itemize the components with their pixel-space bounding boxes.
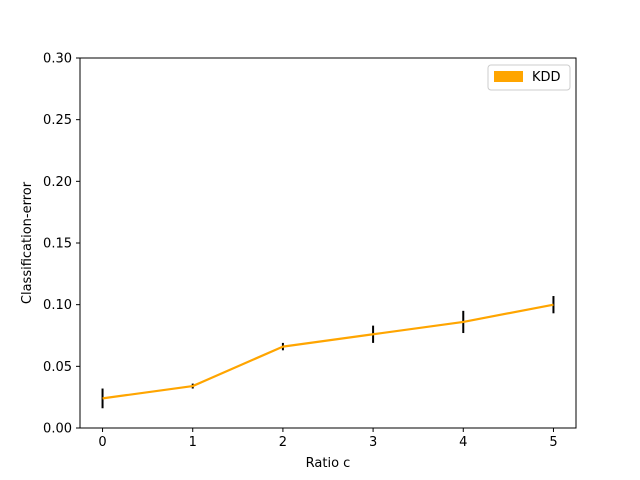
legend-label-kdd: KDD (532, 70, 561, 85)
y-tick-label: 0.05 (43, 360, 72, 375)
x-axis-label: Ratio c (306, 456, 351, 471)
y-tick-label: 0.25 (43, 113, 72, 128)
y-axis-ticks: 0.00 0.05 0.10 0.15 0.20 0.25 0.30 (43, 52, 80, 437)
y-tick-label: 0.15 (43, 237, 72, 252)
x-tick-label: 5 (549, 435, 557, 450)
y-tick-label: 0.00 (43, 422, 72, 437)
x-tick-label: 4 (459, 435, 467, 450)
legend: KDD (487, 64, 571, 91)
series-line-kdd (102, 303, 554, 400)
plot-background (80, 58, 576, 428)
y-tick-label: 0.30 (43, 52, 72, 67)
x-tick-label: 2 (279, 435, 287, 450)
x-axis-ticks: 0 1 2 3 4 5 (98, 428, 558, 450)
legend-swatch-kdd (494, 71, 523, 82)
x-tick-label: 3 (369, 435, 377, 450)
x-tick-label: 1 (189, 435, 197, 450)
series-lines (102, 303, 554, 400)
y-tick-label: 0.20 (43, 175, 72, 190)
x-tick-label: 0 (98, 435, 106, 450)
y-axis-label: Classification-error (20, 181, 35, 304)
y-tick-label: 0.10 (43, 298, 72, 313)
